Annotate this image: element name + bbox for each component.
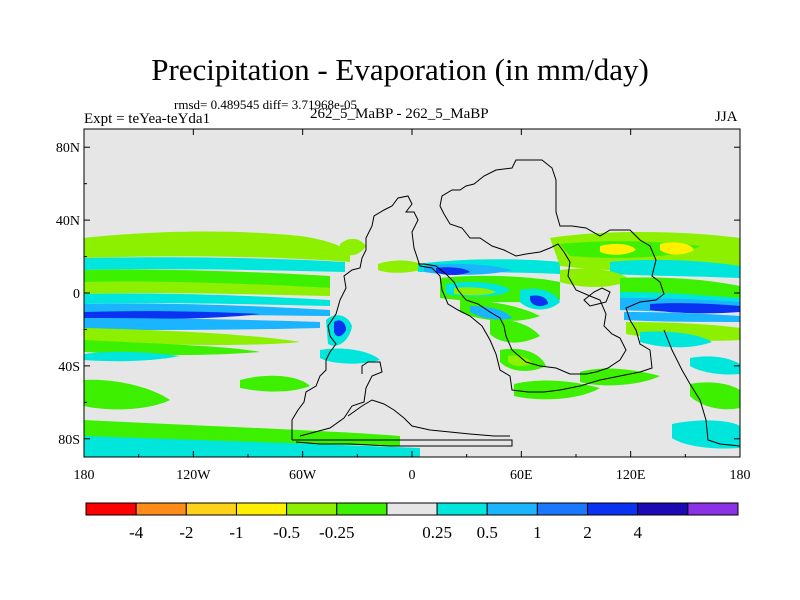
- stats-label: rmsd= 0.489545 diff= 3.71968e-05: [174, 97, 358, 112]
- colorbar-swatch: [286, 502, 338, 516]
- colorbar-label: -0.5: [273, 523, 300, 542]
- x-tick-label: 180: [730, 468, 751, 483]
- x-tick-label: 60W: [289, 468, 317, 483]
- field-patch: [84, 436, 420, 457]
- colorbar-swatch: [185, 502, 237, 516]
- colorbar-label: 4: [633, 523, 642, 542]
- field-patch: [490, 319, 540, 343]
- field-patch: [560, 268, 630, 287]
- field-patch: [690, 382, 740, 410]
- colorbar-label: 2: [583, 523, 592, 542]
- field-patch: [84, 318, 320, 330]
- continent-outline-polar: [299, 361, 383, 437]
- colorbar-label: -4: [129, 523, 144, 542]
- colorbar-swatch: [637, 502, 689, 516]
- field-patch: [84, 231, 350, 262]
- field-patch: [660, 242, 694, 255]
- colorbar-swatch: [135, 502, 187, 516]
- field-patch: [600, 243, 636, 255]
- case-label: 262_5_MaBP - 262_5_MaBP: [310, 106, 489, 122]
- colorbar-swatch: [486, 502, 538, 516]
- continent-outline-ridge: [663, 329, 740, 447]
- colorbar-label: -2: [179, 523, 193, 542]
- field-patch: [320, 348, 380, 364]
- chart-title: Precipitation - Evaporation (in mm/day): [151, 52, 649, 87]
- field-patch: [650, 303, 740, 314]
- coastline-outlines: [291, 159, 740, 447]
- field-patch: [84, 379, 170, 410]
- field-patch: [84, 328, 300, 345]
- x-tick-label: 180: [74, 468, 95, 483]
- field-patch: [340, 238, 366, 256]
- field-patch: [84, 269, 330, 288]
- y-tick-label: 40N: [56, 214, 80, 229]
- continent-outline-west: [291, 159, 665, 440]
- colorbar-swatch: [687, 502, 739, 516]
- colorbar-swatch: [536, 502, 589, 516]
- y-tick-label: 80S: [58, 433, 80, 448]
- field-patch: [84, 293, 330, 306]
- field-patch: [640, 331, 712, 348]
- y-tick-label: 80N: [56, 141, 80, 156]
- field-patch: [240, 375, 310, 392]
- continent-outline-south: [292, 439, 513, 447]
- x-tick-label: 0: [409, 468, 416, 483]
- x-tick-label: 120E: [616, 468, 646, 483]
- axis-ticks: 180 120W 60W 0 60E 120E 180 80N 40N 0 40S 80S: [56, 129, 751, 483]
- field-patch: [84, 311, 260, 320]
- colorbar-label: -1: [229, 523, 243, 542]
- colorbar-swatch: [235, 502, 288, 516]
- y-tick-label: 40S: [58, 360, 80, 375]
- x-tick-label: 60E: [510, 468, 533, 483]
- colorbar-swatch: [436, 502, 488, 516]
- field-patch: [84, 257, 345, 272]
- field-patch: [530, 295, 548, 307]
- field-patch: [84, 340, 260, 355]
- field-patch: [84, 281, 330, 296]
- colorbar-swatch: [85, 502, 137, 516]
- x-tick-label: 120W: [176, 468, 211, 483]
- field-patch: [690, 356, 740, 375]
- field-patch: [334, 320, 346, 337]
- field-patch: [580, 368, 660, 386]
- colorbar-swatch: [386, 502, 438, 516]
- colorbar-label: 0.25: [422, 523, 452, 542]
- contour-field: [84, 231, 740, 457]
- colorbar-label: -0.25: [319, 523, 354, 542]
- colorbar-swatch: [336, 502, 388, 516]
- field-patch: [508, 355, 532, 367]
- field-patch: [454, 287, 496, 296]
- season-label: JJA: [715, 109, 738, 125]
- experiment-label: Expt = teYea-teYda1: [84, 111, 211, 127]
- continent-outline-island: [347, 399, 510, 437]
- field-patch: [624, 312, 740, 322]
- y-tick-label: 0: [73, 287, 80, 302]
- colorbar-swatch: [587, 502, 639, 516]
- colorbar: -4 -2 -1 -0.5 -0.25 0.25 0.5 1 2 4: [85, 502, 739, 542]
- continent-outline-inlet: [583, 287, 611, 307]
- field-patch: [84, 351, 180, 362]
- field-patch: [672, 420, 740, 449]
- colorbar-label: 0.5: [477, 523, 498, 542]
- colorbar-label: 1: [533, 523, 542, 542]
- field-patch: [378, 260, 428, 273]
- field-patch: [610, 259, 740, 278]
